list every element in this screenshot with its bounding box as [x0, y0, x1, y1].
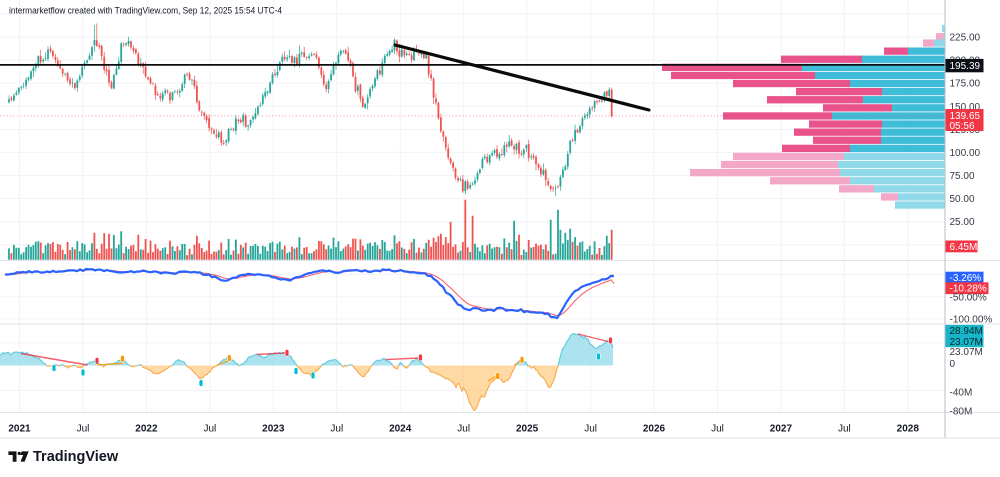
svg-text:2025: 2025 [516, 424, 539, 435]
svg-text:175.00: 175.00 [950, 79, 981, 90]
svg-text:Jul: Jul [204, 424, 217, 435]
svg-text:-3.26%: -3.26% [950, 273, 982, 284]
svg-text:05:56: 05:56 [950, 121, 975, 132]
svg-text:Jul: Jul [457, 424, 470, 435]
svg-text:195.39: 195.39 [950, 61, 981, 72]
svg-text:2028: 2028 [897, 424, 920, 435]
svg-text:0: 0 [950, 359, 956, 370]
svg-text:-10.28%: -10.28% [950, 284, 987, 295]
svg-text:2023: 2023 [262, 424, 285, 435]
svg-text:2024: 2024 [389, 424, 412, 435]
svg-text:TradingView: TradingView [33, 449, 119, 465]
svg-text:Jul: Jul [77, 424, 90, 435]
svg-text:intermarketflow created with T: intermarketflow created with TradingView… [9, 6, 282, 17]
svg-text:-80M: -80M [950, 407, 973, 418]
svg-text:-100.00%: -100.00% [950, 315, 993, 326]
svg-text:-50.00%: -50.00% [950, 292, 987, 303]
svg-text:23.07M: 23.07M [950, 337, 983, 348]
svg-text:25.00: 25.00 [950, 217, 975, 228]
svg-text:2022: 2022 [135, 424, 158, 435]
svg-text:6.45M: 6.45M [950, 242, 978, 253]
svg-text:2026: 2026 [643, 424, 666, 435]
svg-text:Jul: Jul [330, 424, 343, 435]
svg-text:2027: 2027 [770, 424, 793, 435]
svg-text:225.00: 225.00 [950, 33, 981, 44]
svg-text:Jul: Jul [711, 424, 724, 435]
svg-text:-40M: -40M [950, 388, 973, 399]
svg-text:150.00: 150.00 [950, 102, 981, 113]
svg-text:Jul: Jul [584, 424, 597, 435]
svg-text:50.00: 50.00 [950, 194, 975, 205]
svg-text:139.65: 139.65 [950, 111, 981, 122]
svg-text:100.00: 100.00 [950, 148, 981, 159]
svg-text:Jul: Jul [838, 424, 851, 435]
svg-text:23.07M: 23.07M [950, 347, 983, 358]
svg-text:28.94M: 28.94M [950, 326, 983, 337]
svg-text:2021: 2021 [8, 424, 31, 435]
svg-text:75.00: 75.00 [950, 171, 975, 182]
